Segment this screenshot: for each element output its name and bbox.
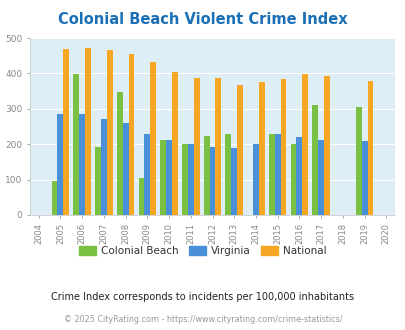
Bar: [172, 72, 177, 215]
Bar: [51, 182, 58, 215]
Bar: [101, 119, 107, 215]
Bar: [128, 54, 134, 215]
Bar: [73, 74, 79, 215]
Bar: [138, 178, 144, 215]
Text: Colonial Beach Violent Crime Index: Colonial Beach Violent Crime Index: [58, 12, 347, 26]
Bar: [107, 50, 113, 215]
Bar: [166, 140, 172, 215]
Bar: [85, 48, 91, 215]
Bar: [188, 144, 193, 215]
Bar: [323, 76, 329, 215]
Bar: [203, 136, 209, 215]
Bar: [252, 144, 258, 215]
Text: Crime Index corresponds to incidents per 100,000 inhabitants: Crime Index corresponds to incidents per…: [51, 292, 354, 302]
Bar: [160, 140, 166, 215]
Legend: Colonial Beach, Virginia, National: Colonial Beach, Virginia, National: [75, 242, 330, 260]
Bar: [318, 140, 323, 215]
Bar: [58, 115, 63, 215]
Bar: [150, 62, 156, 215]
Bar: [296, 137, 302, 215]
Bar: [355, 107, 361, 215]
Bar: [181, 144, 188, 215]
Bar: [258, 82, 264, 215]
Bar: [274, 134, 280, 215]
Bar: [237, 85, 243, 215]
Bar: [280, 79, 286, 215]
Bar: [367, 81, 373, 215]
Bar: [302, 75, 307, 215]
Text: © 2025 CityRating.com - https://www.cityrating.com/crime-statistics/: © 2025 CityRating.com - https://www.city…: [64, 315, 341, 324]
Bar: [311, 105, 318, 215]
Bar: [63, 49, 69, 215]
Bar: [79, 115, 85, 215]
Bar: [361, 141, 367, 215]
Bar: [225, 134, 231, 215]
Bar: [215, 78, 221, 215]
Bar: [209, 148, 215, 215]
Bar: [290, 144, 296, 215]
Bar: [122, 123, 128, 215]
Bar: [95, 148, 101, 215]
Bar: [193, 78, 199, 215]
Bar: [231, 148, 237, 215]
Bar: [144, 134, 150, 215]
Bar: [268, 134, 274, 215]
Bar: [117, 92, 122, 215]
